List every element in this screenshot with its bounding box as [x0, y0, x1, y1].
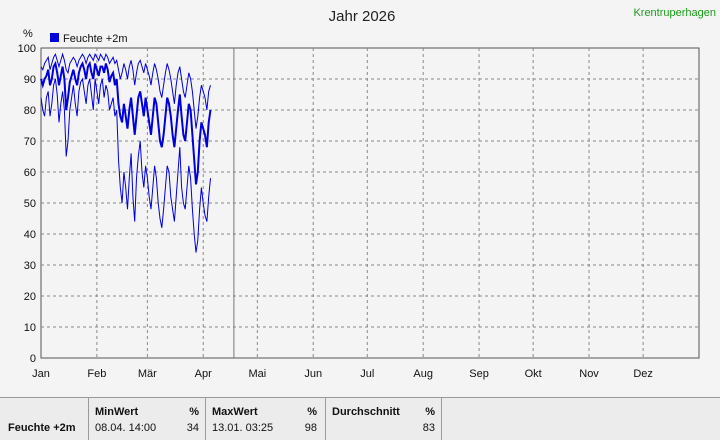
max-header: MaxWert [212, 406, 258, 418]
stats-avg-cell: Durchschnitt % 83 [325, 398, 441, 440]
min-value: 34 [186, 422, 199, 434]
x-tick-label: Jun [304, 368, 322, 380]
x-tick-label: Jul [360, 368, 374, 380]
x-tick-label: Sep [469, 368, 489, 380]
legend-label: Feuchte +2m [63, 33, 128, 45]
y-tick-label: 10 [24, 322, 36, 334]
x-tick-label: Nov [579, 368, 599, 380]
y-axis-unit: % [23, 28, 33, 40]
x-tick-label: Mär [138, 368, 157, 380]
max-when: 13.01. 03:25 [212, 422, 274, 434]
y-tick-label: 50 [24, 198, 36, 210]
chart-title: Jahr 2026 [329, 8, 396, 25]
legend-swatch [50, 33, 59, 42]
y-tick-label: 20 [24, 291, 36, 303]
max-value: 98 [304, 422, 317, 434]
x-tick-label: Feb [87, 368, 106, 380]
chart: Jahr 2026 Krentruperhagen Feuchte +2m % … [18, 7, 716, 380]
y-tick-label: 80 [24, 105, 36, 117]
y-tick-label: 90 [24, 74, 36, 86]
min-unit: % [189, 406, 199, 418]
series-mean-line [40, 60, 212, 185]
x-tick-label: Jan [32, 368, 50, 380]
avg-value: 83 [422, 422, 435, 434]
stats-max-cell: MaxWert % 13.01. 03:25 98 [205, 398, 325, 440]
max-unit: % [307, 406, 317, 418]
y-tick-label: 40 [24, 229, 36, 241]
y-tick-label: 0 [30, 353, 36, 365]
avg-unit: % [425, 406, 435, 418]
avg-header: Durchschnitt [332, 406, 400, 418]
y-tick-label: 60 [24, 167, 36, 179]
x-tick-label: Aug [413, 368, 433, 380]
station-name: Krentruperhagen [633, 7, 716, 19]
x-tick-label: Dez [633, 368, 653, 380]
series-max-line [40, 52, 211, 129]
stats-min-cell: MinWert % 08.04. 14:00 34 [88, 398, 205, 440]
stats-row-label: Feuchte +2m [8, 422, 76, 434]
y-tick-label: 100 [18, 43, 36, 55]
y-tick-label: 30 [24, 260, 36, 272]
x-tick-label: Apr [195, 368, 212, 380]
min-header: MinWert [95, 406, 139, 418]
y-tick-label: 70 [24, 136, 36, 148]
x-tick-label: Mai [248, 368, 266, 380]
stats-empty-cell [441, 398, 720, 440]
series-min-line [40, 77, 211, 253]
x-tick-label: Okt [525, 368, 542, 380]
min-when: 08.04. 14:00 [95, 422, 157, 434]
stats-panel: Feuchte +2m MinWert % 08.04. 14:00 34 Ma… [0, 397, 720, 440]
